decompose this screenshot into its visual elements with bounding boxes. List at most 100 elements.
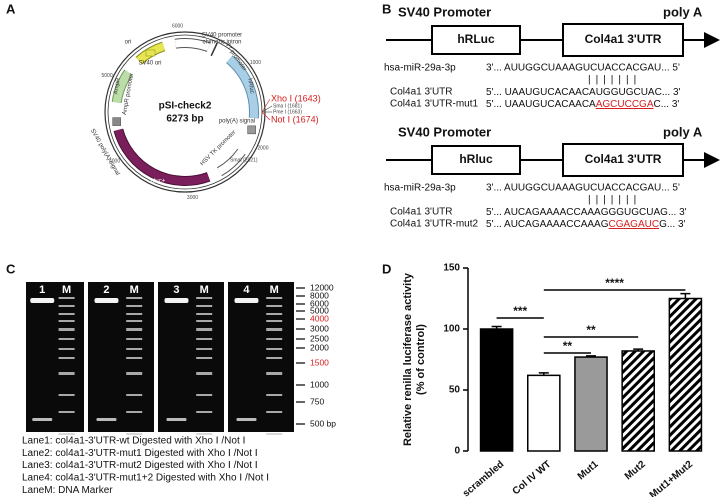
row-seq: 5'... AUCAGAAAACCAAAGCGAGAUCG... 3' (486, 219, 686, 230)
x-tick-label: Mut1 (576, 459, 601, 483)
pairing: ||||||| (588, 195, 641, 206)
ladder-band (58, 320, 75, 322)
ladder-band (196, 372, 213, 375)
utr-label: Col4a1 3'UTR (585, 32, 662, 46)
promoter-label: SV40 Promoter (398, 4, 491, 19)
lane-label: M (130, 284, 139, 296)
feature-box (112, 117, 121, 126)
site-label: SmaⅠ (2021) (230, 157, 258, 163)
gel (88, 282, 154, 432)
bar (527, 374, 561, 452)
row-seq: 5'... AUCAGAAAACCAAAGGGUGCUAG... 3' (486, 207, 687, 218)
feature-label: hluc+ (151, 179, 166, 185)
y-axis-label: Relative renilla luciferase activity (402, 272, 414, 446)
marker-label: 1000 (310, 379, 329, 389)
ladder-band (126, 328, 143, 331)
error-bar (680, 292, 691, 299)
ladder-band (266, 357, 283, 359)
bar (479, 328, 514, 452)
y-tick-label: 150 (443, 263, 460, 274)
mirna-name: hsa-miR-29a-3p (384, 183, 456, 194)
bar (574, 356, 608, 452)
sample-band (164, 298, 189, 303)
feature-label: SV40 promoter (202, 33, 242, 39)
ladder-band (126, 297, 143, 299)
error-bar (586, 355, 596, 358)
gene-box (431, 25, 521, 55)
x-tick-label: Mut2 (623, 459, 648, 483)
significance-label: ** (586, 323, 596, 337)
ladder-band (196, 348, 213, 350)
scale-label: 5000 (101, 73, 112, 79)
error-bar (538, 372, 549, 376)
sequence: C... 3' (654, 99, 680, 110)
mutation: CGAGAUC (609, 219, 660, 230)
sample-band (94, 298, 119, 303)
ladder-band (196, 394, 213, 396)
ladder-band (126, 411, 143, 413)
lane-label: 1 (39, 284, 45, 296)
feature-label: ori (125, 40, 132, 46)
row-name: Col4a1 3'UTR-mut2 (390, 219, 478, 230)
x-tick-label: Mut1+Mut2 (648, 459, 696, 497)
sequence: 5'... AUCAGAAAACCAAAG (486, 219, 609, 230)
marker-label: 5000 (310, 305, 329, 315)
ladder-band (196, 338, 213, 340)
row-seq: 5'... UAAUGUCACAACAUGGUGCUAC... 3' (486, 87, 681, 98)
gene-label: hRluc (459, 152, 493, 166)
scale-label: 4000 (109, 159, 120, 165)
bar (668, 297, 703, 452)
sequence: G... 3' (659, 219, 685, 230)
scale-label: 6000 (172, 24, 183, 30)
row-seq: 5'... UAAUGUCACAACAAGCUCCGAC... 3' (486, 99, 679, 110)
sample-band (234, 298, 259, 303)
marker-label: 12000 (310, 282, 334, 292)
sequence: 5'... UAAUGUCACAACAUGGUGCUAC... 3' (486, 87, 681, 98)
ladder-band (58, 348, 75, 350)
scale-label: 1000 (250, 60, 261, 66)
significance-label: ** (563, 339, 573, 353)
lane-label: M (200, 284, 209, 296)
sequence: 5'... UAAUGUCACAACA (486, 99, 596, 110)
feature-arc (226, 56, 258, 119)
site-line (261, 111, 271, 121)
site-line (261, 105, 273, 113)
ladder-band (126, 372, 143, 375)
lane-label: M (270, 284, 279, 296)
site-label: Xho Ⅰ (1643) (271, 93, 321, 103)
feature-tick (210, 42, 218, 57)
ladder-band (126, 313, 143, 315)
ladder-band (126, 348, 143, 350)
mirna-seq: 3'... AUUGGCUAAAGUCUACCACGAU... 5' (486, 63, 680, 74)
row-name: Col4a1 3'UTR (390, 87, 453, 98)
significance-label: **** (605, 276, 624, 290)
gel-legend: Lane3: col4a1-3'UTR-mut2 Digested with X… (22, 460, 258, 471)
feature-box (145, 49, 156, 57)
bar (621, 350, 655, 452)
ladder-band (58, 305, 75, 307)
marker-label: 2000 (310, 342, 329, 352)
sample-band (32, 418, 53, 421)
scale-label: 3000 (187, 195, 198, 201)
lane-label: 4 (243, 284, 250, 296)
gene-box (431, 145, 521, 175)
y-axis-label: (% of control) (415, 324, 427, 395)
ladder-band (266, 305, 283, 307)
ladder-band (196, 320, 213, 322)
utr-label: Col4a1 3'UTR (585, 152, 662, 166)
site-label: Pme Ⅰ (1663) (273, 109, 302, 115)
error-bar (633, 348, 644, 351)
plasmid-name: pSI-check2 (159, 101, 212, 112)
gene-label: hRLuc (457, 32, 495, 46)
marker-label: 8000 (310, 290, 329, 300)
gel-legend: Lane2: col4a1-3'UTR-mut1 Digested with X… (22, 448, 258, 459)
plasmid-size: 6273 bp (166, 114, 203, 125)
utr-box (562, 23, 684, 57)
ladder-band (58, 357, 75, 359)
ladder-band (58, 433, 75, 435)
ladder-band (126, 357, 143, 359)
marker-label: 3000 (310, 323, 329, 333)
ladder-band (126, 305, 143, 307)
backbone (104, 31, 266, 193)
ladder-band (126, 433, 143, 435)
